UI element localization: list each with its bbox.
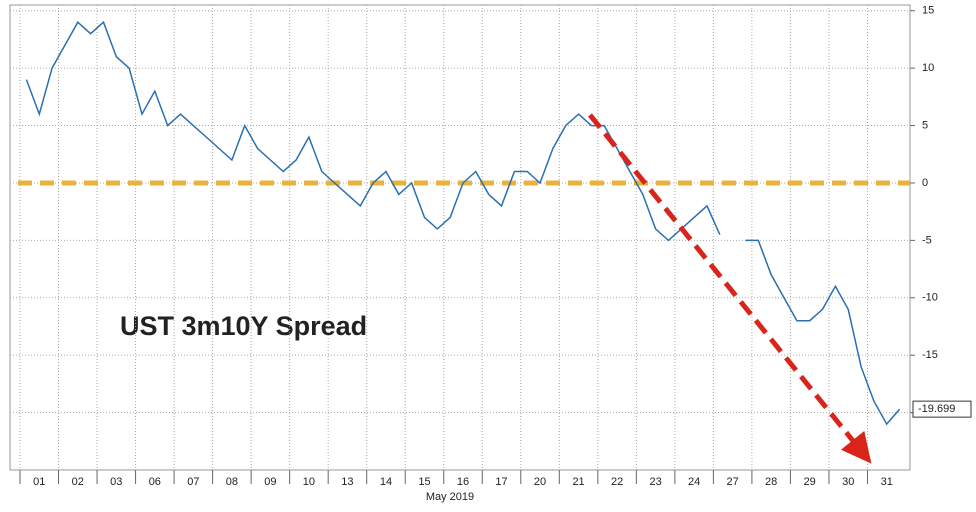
plot-area [9, 4, 911, 471]
x-tick-label: 09 [264, 476, 276, 488]
x-tick-label: 13 [341, 476, 353, 488]
x-tick-label: 27 [727, 476, 739, 488]
chart-title: UST 3m10Y Spread [120, 311, 367, 341]
x-tick-label: 02 [72, 476, 84, 488]
x-tick-label: 03 [110, 476, 122, 488]
x-tick-label: 10 [303, 476, 315, 488]
y-tick-label: -5 [922, 234, 932, 246]
y-tick-label: 15 [922, 5, 934, 17]
trend-arrow [588, 113, 872, 464]
y-tick-label: -10 [922, 292, 938, 304]
x-axis-label: May 2019 [426, 491, 474, 503]
x-tick-label: 22 [611, 476, 623, 488]
x-tick-label: 30 [842, 476, 854, 488]
x-tick-label: 29 [804, 476, 816, 488]
x-tick-label: 15 [418, 476, 430, 488]
last-value-label: -19.699 [918, 403, 955, 415]
x-tick-label: 21 [572, 476, 584, 488]
x-tick-label: 20 [534, 476, 546, 488]
y-tick-label: 0 [922, 177, 928, 189]
y-tick-label: -15 [922, 349, 938, 361]
x-tick-label: 01 [33, 476, 45, 488]
x-tick-label: 06 [149, 476, 161, 488]
y-tick-label: 5 [922, 119, 928, 131]
x-tick-label: 08 [226, 476, 238, 488]
series-line [25, 20, 901, 426]
last-value-box [912, 400, 972, 418]
y-tick-label: 10 [922, 62, 934, 74]
x-tick-label: 28 [765, 476, 777, 488]
x-tick-label: 23 [649, 476, 661, 488]
x-tick-label: 07 [187, 476, 199, 488]
x-tick-label: 31 [881, 476, 893, 488]
x-tick-label: 24 [688, 476, 700, 488]
x-tick-label: 16 [457, 476, 469, 488]
x-tick-label: 14 [380, 476, 392, 488]
x-tick-label: 17 [495, 476, 507, 488]
